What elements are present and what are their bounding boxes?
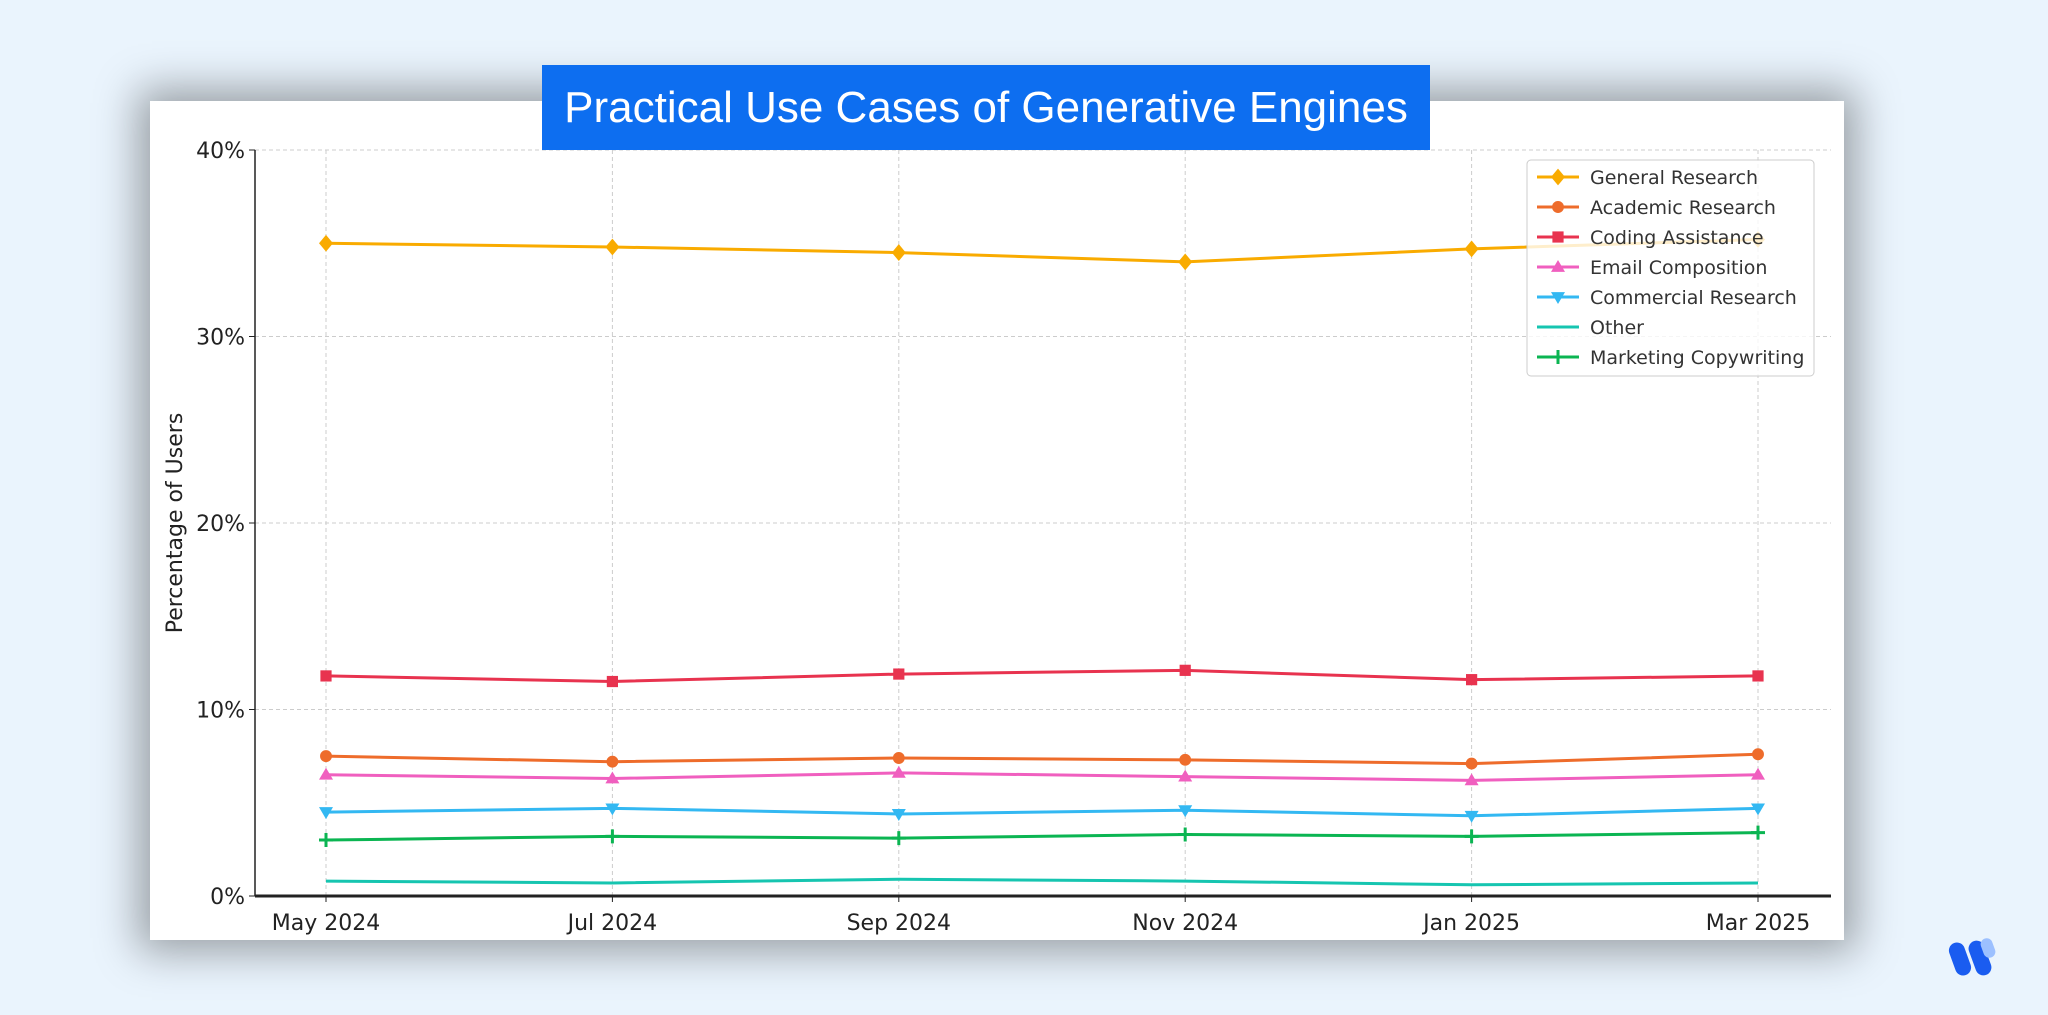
brand-logo	[1948, 938, 1996, 976]
data-point	[606, 755, 619, 768]
data-point	[605, 238, 620, 256]
data-point	[891, 831, 906, 846]
x-tick-label: Jan 2025	[1421, 911, 1520, 936]
data-point	[1178, 253, 1193, 271]
legend-marker	[1552, 201, 1564, 213]
data-point	[1464, 810, 1479, 823]
data-point	[1465, 757, 1478, 770]
legend-label: General Research	[1590, 167, 1758, 189]
legend-marker	[1551, 260, 1565, 272]
series-line	[325, 771, 1759, 782]
legend-item: Email Composition	[1537, 257, 1767, 279]
legend-label: Coding Assistance	[1590, 227, 1764, 249]
series-email-composition	[319, 765, 1765, 786]
series-academic-research	[320, 748, 1764, 770]
legend-marker	[1551, 350, 1565, 364]
data-point	[1752, 670, 1764, 682]
y-tick-label: 10%	[196, 699, 245, 724]
x-tick-label: Jul 2024	[566, 911, 658, 936]
data-point	[891, 244, 906, 261]
data-point	[1464, 240, 1479, 258]
x-tick-label: Sep 2024	[847, 911, 951, 936]
x-tick-label: Nov 2024	[1132, 911, 1238, 936]
data-point	[891, 765, 906, 778]
x-tick-label: Mar 2025	[1706, 911, 1811, 936]
y-axis-label: Percentage of Users	[163, 413, 188, 634]
data-point	[605, 829, 620, 844]
legend-item: Other	[1537, 317, 1644, 339]
legend-marker	[1552, 231, 1564, 243]
y-tick-label: 30%	[196, 326, 245, 351]
data-point	[319, 767, 333, 780]
data-point	[1178, 827, 1193, 842]
y-tick-label: 40%	[196, 139, 245, 164]
legend-item: General Research	[1537, 167, 1758, 189]
series-line	[325, 238, 1759, 264]
series-marketing-copywriting	[319, 825, 1765, 848]
legend-marker	[1551, 168, 1565, 186]
series-line	[325, 668, 1759, 684]
data-point	[319, 234, 333, 252]
legend-box	[1526, 159, 1815, 377]
legend-label: Marketing Copywriting	[1590, 347, 1804, 369]
data-point	[1179, 753, 1192, 766]
data-point	[1464, 773, 1479, 786]
series-line	[325, 831, 1759, 842]
x-tick-label: May 2024	[272, 911, 380, 936]
data-point	[320, 750, 332, 763]
legend-item: Academic Research	[1537, 197, 1776, 219]
data-point	[893, 668, 905, 680]
series-commercial-research	[319, 803, 1765, 823]
series-line	[325, 877, 1759, 887]
y-tick-label: 0%	[210, 885, 245, 910]
data-point	[1179, 664, 1191, 676]
data-point	[1751, 767, 1765, 780]
legend-label: Other	[1590, 317, 1644, 339]
legend-item: Coding Assistance	[1537, 227, 1764, 249]
data-point	[892, 752, 905, 764]
data-point	[605, 803, 620, 816]
data-point	[1751, 825, 1765, 840]
data-point	[1178, 805, 1193, 818]
data-point	[320, 670, 332, 682]
data-point	[1178, 769, 1193, 782]
chart-title: Practical Use Cases of Generative Engine…	[542, 65, 1430, 150]
data-point	[1466, 674, 1478, 686]
legend-label: Commercial Research	[1590, 287, 1797, 309]
legend-item: Commercial Research	[1537, 287, 1797, 309]
legend-item: Marketing Copywriting	[1537, 347, 1804, 369]
series-line	[325, 806, 1759, 818]
data-point	[606, 675, 618, 688]
legend-label: Email Composition	[1590, 257, 1767, 279]
legend-marker	[1551, 292, 1565, 304]
data-point	[319, 833, 333, 848]
legend-label: Academic Research	[1590, 197, 1776, 219]
series-coding-assistance	[320, 664, 1764, 688]
data-point	[605, 771, 620, 784]
series-line	[325, 752, 1759, 766]
data-point	[319, 807, 333, 820]
data-point	[1752, 748, 1764, 761]
series-other	[325, 877, 1759, 887]
data-point	[1751, 803, 1765, 816]
data-point	[891, 809, 906, 821]
y-tick-label: 20%	[196, 512, 245, 537]
data-point	[1464, 829, 1479, 844]
